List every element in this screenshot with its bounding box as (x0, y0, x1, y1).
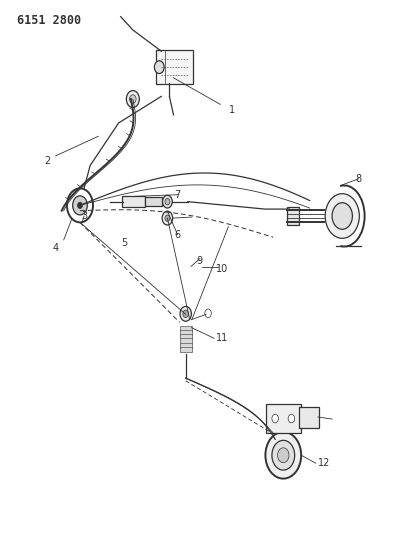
Circle shape (325, 193, 359, 238)
Circle shape (332, 203, 353, 229)
FancyBboxPatch shape (122, 196, 145, 207)
FancyBboxPatch shape (180, 330, 192, 335)
Text: 10: 10 (216, 264, 228, 274)
FancyBboxPatch shape (180, 343, 192, 348)
FancyBboxPatch shape (299, 407, 319, 427)
FancyBboxPatch shape (180, 338, 192, 344)
Circle shape (67, 188, 93, 222)
FancyBboxPatch shape (156, 50, 193, 84)
Text: 5: 5 (122, 238, 128, 247)
Text: 6: 6 (175, 230, 181, 240)
FancyBboxPatch shape (180, 334, 192, 340)
Circle shape (130, 95, 136, 103)
Text: 8: 8 (355, 174, 361, 184)
Circle shape (288, 414, 295, 423)
Text: 6151 2800: 6151 2800 (17, 14, 81, 27)
FancyBboxPatch shape (287, 207, 299, 225)
Circle shape (205, 309, 211, 318)
Circle shape (277, 448, 289, 463)
Text: 12: 12 (318, 458, 330, 468)
Circle shape (162, 211, 173, 225)
Circle shape (180, 306, 191, 321)
Text: 7: 7 (175, 190, 181, 200)
Circle shape (126, 91, 140, 108)
FancyBboxPatch shape (144, 197, 162, 206)
Text: 3: 3 (81, 211, 87, 221)
Circle shape (73, 196, 87, 215)
Circle shape (78, 202, 82, 208)
Circle shape (162, 195, 172, 208)
Circle shape (272, 414, 278, 423)
Text: 4: 4 (53, 243, 59, 253)
FancyBboxPatch shape (180, 326, 192, 331)
Text: 1: 1 (229, 104, 235, 115)
Circle shape (165, 198, 170, 205)
Circle shape (272, 440, 295, 470)
FancyBboxPatch shape (266, 404, 301, 433)
Text: 9: 9 (197, 256, 203, 266)
Circle shape (165, 215, 170, 221)
Text: 11: 11 (216, 333, 228, 343)
Text: 2: 2 (44, 156, 51, 166)
Circle shape (265, 432, 301, 479)
Circle shape (183, 310, 188, 318)
FancyBboxPatch shape (180, 347, 192, 352)
Circle shape (154, 61, 164, 74)
